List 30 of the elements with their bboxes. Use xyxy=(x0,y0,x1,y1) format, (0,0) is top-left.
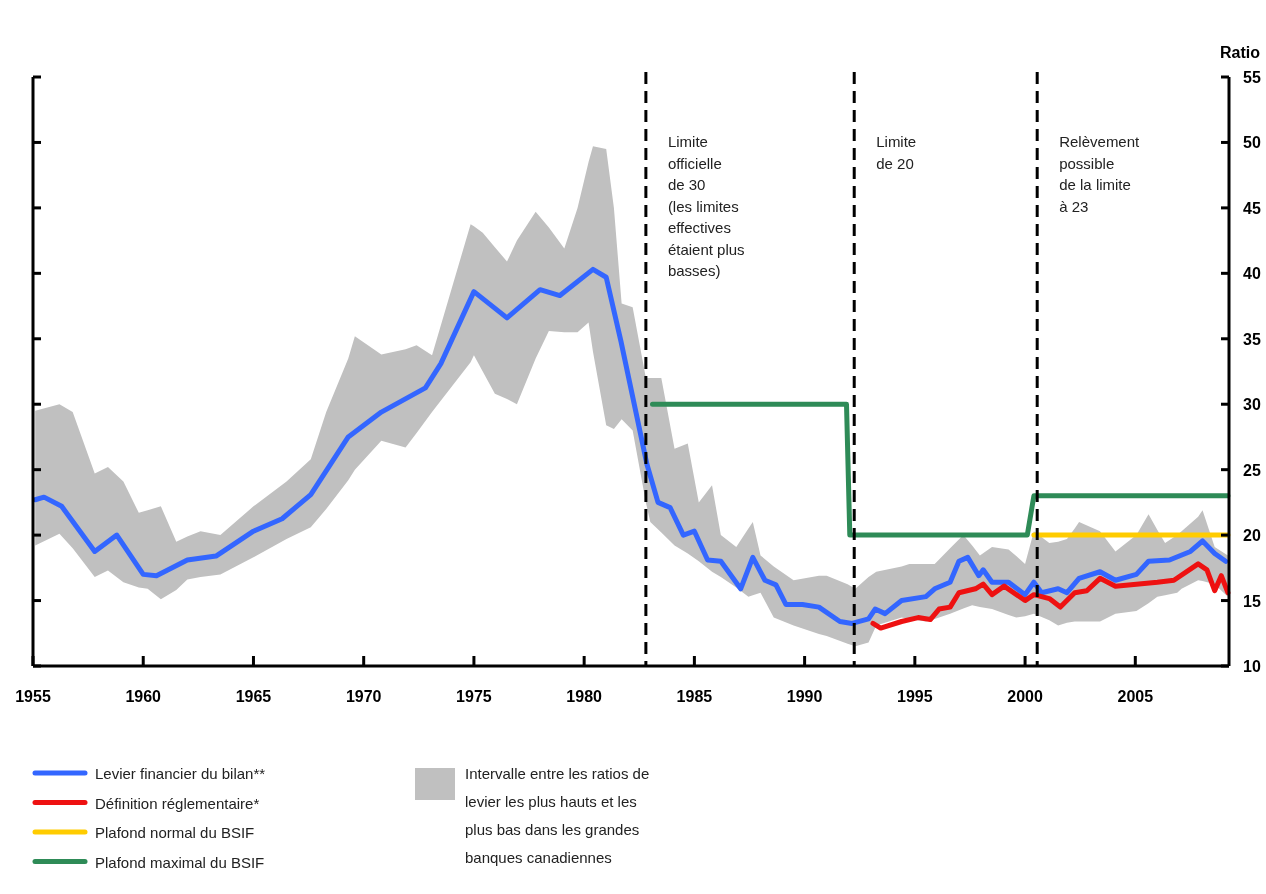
x-tick-label: 1985 xyxy=(676,688,713,705)
legend-label: Levier financier du bilan** xyxy=(95,765,266,782)
legend-label: Définition réglementaire* xyxy=(95,794,260,812)
y-tick-label: 15 xyxy=(1243,592,1261,610)
y-tick-label: 45 xyxy=(1243,199,1261,217)
x-tick-label: 1975 xyxy=(456,688,492,705)
x-tick-label: 1955 xyxy=(15,688,51,705)
legend-label: Plafond maximal du BSIF xyxy=(95,853,265,871)
x-tick-label: 2000 xyxy=(1007,688,1043,705)
y-tick-label: 35 xyxy=(1243,330,1261,348)
ref-line-label: Limite officielle de 30 (les limites effectives étaient plus basses) xyxy=(667,133,745,279)
legend-label: Intervalle entre les ratios de levier les plus hauts et les plus bas dans les grandes banques canadiennes xyxy=(465,765,650,866)
y-tick-label: 20 xyxy=(1243,527,1261,545)
ref-line-label: Relèvement possible de la limite à 23 xyxy=(1059,133,1141,215)
y-axis-title: Ratio xyxy=(1220,44,1261,61)
y-tick-label: 55 xyxy=(1243,69,1261,86)
y-tick-label: 40 xyxy=(1243,265,1261,283)
y-tick-label: 25 xyxy=(1243,461,1261,479)
x-tick-label: 1990 xyxy=(786,688,823,705)
ref-line-label: Limite de 20 xyxy=(876,133,917,172)
y-tick-label: 50 xyxy=(1243,134,1261,152)
x-tick-label: 1965 xyxy=(235,688,272,705)
x-tick-label: 1980 xyxy=(566,688,603,705)
y-tick-label: 30 xyxy=(1243,396,1261,414)
x-tick-label: 2005 xyxy=(1117,688,1154,705)
x-tick-label: 1995 xyxy=(897,688,933,705)
x-tick-label: 1970 xyxy=(345,688,382,705)
x-tick-label: 1960 xyxy=(125,688,162,705)
legend-label: Plafond normal du BSIF xyxy=(95,824,255,841)
y-tick-label: 10 xyxy=(1243,658,1261,675)
